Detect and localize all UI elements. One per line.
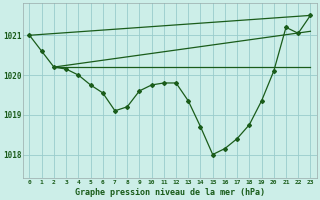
X-axis label: Graphe pression niveau de la mer (hPa): Graphe pression niveau de la mer (hPa) — [75, 188, 265, 197]
